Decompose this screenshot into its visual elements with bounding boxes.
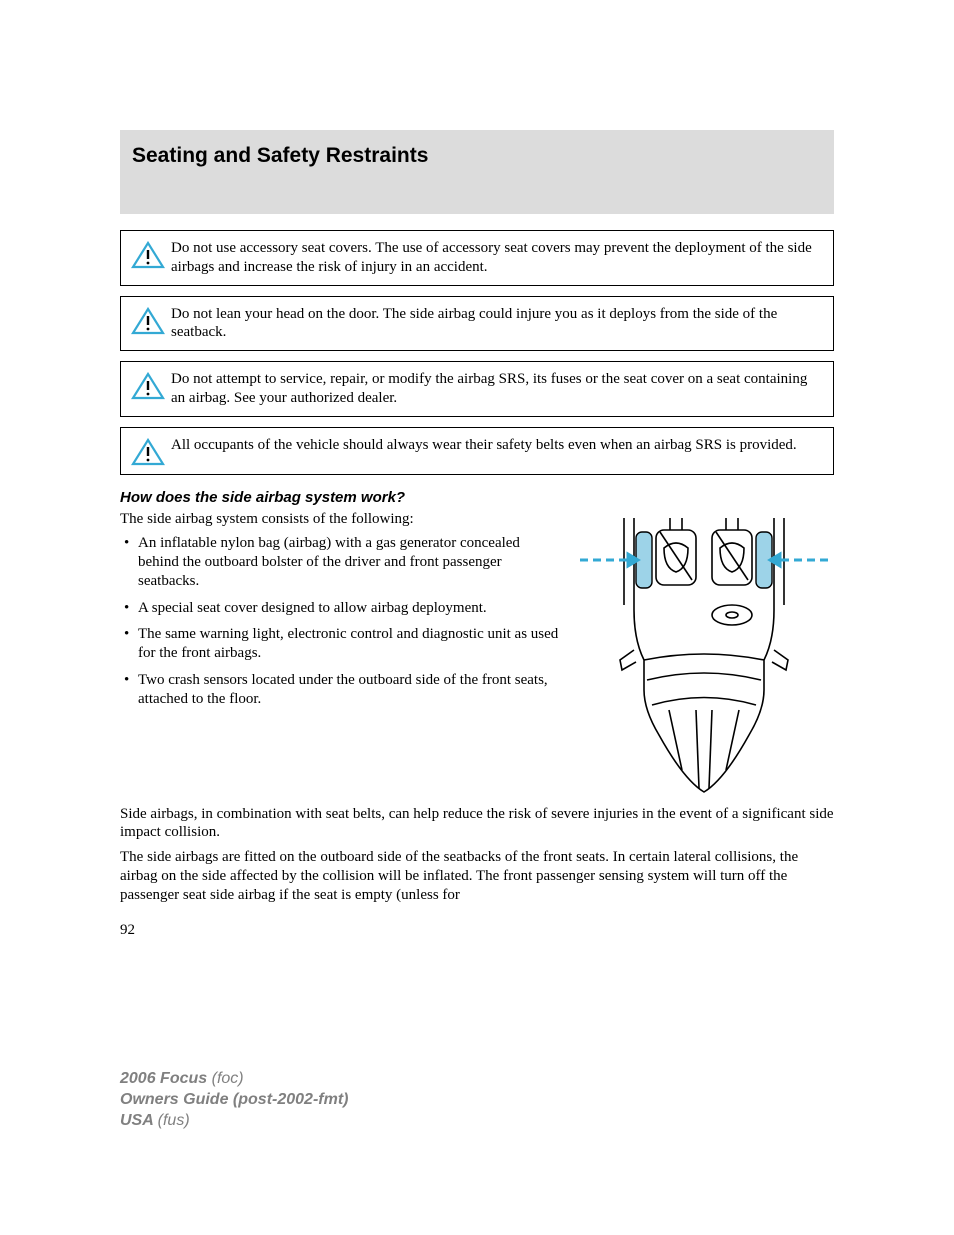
subheading: How does the side airbag system work? xyxy=(120,489,834,506)
section-title: Seating and Safety Restraints xyxy=(132,144,822,168)
list-item: Two crash sensors located under the outb… xyxy=(120,671,560,709)
list-item: An inflatable nylon bag (airbag) with a … xyxy=(120,534,560,590)
warning-text: Do not use accessory seat covers. The us… xyxy=(171,240,812,275)
warning-box: Do not use accessory seat covers. The us… xyxy=(120,230,834,286)
paragraph: Side airbags, in combination with seat b… xyxy=(120,805,834,843)
warning-triangle-icon xyxy=(131,241,165,269)
warning-text: Do not lean your head on the door. The s… xyxy=(171,306,777,341)
content-columns: The side airbag system consists of the f… xyxy=(120,510,834,805)
page-number: 92 xyxy=(120,922,834,939)
footer-line: 2006 Focus (foc) xyxy=(120,1069,834,1090)
warning-box: Do not lean your head on the door. The s… xyxy=(120,296,834,352)
warning-box: Do not attempt to service, repair, or mo… xyxy=(120,361,834,417)
page: Seating and Safety Restraints Do not use… xyxy=(0,0,954,1192)
bullet-list: An inflatable nylon bag (airbag) with a … xyxy=(120,534,560,708)
footer-model: 2006 Focus xyxy=(120,1070,212,1087)
header-band: Seating and Safety Restraints xyxy=(120,130,834,214)
list-item: A special seat cover designed to allow a… xyxy=(120,599,560,618)
intro-text: The side airbag system consists of the f… xyxy=(120,510,560,529)
footer: 2006 Focus (foc) Owners Guide (post-2002… xyxy=(120,1069,834,1131)
footer-line: USA (fus) xyxy=(120,1111,834,1132)
warning-text: All occupants of the vehicle should alwa… xyxy=(171,437,797,453)
list-item: The same warning light, electronic contr… xyxy=(120,625,560,663)
footer-line: Owners Guide (post-2002-fmt) xyxy=(120,1090,834,1111)
footer-code: (fus) xyxy=(158,1112,190,1129)
diagram-column xyxy=(574,510,834,805)
warning-triangle-icon xyxy=(131,307,165,335)
text-column: The side airbag system consists of the f… xyxy=(120,510,560,717)
side-airbag-diagram xyxy=(574,510,834,800)
footer-code: (foc) xyxy=(212,1070,244,1087)
warning-triangle-icon xyxy=(131,438,165,466)
paragraph: The side airbags are fitted on the outbo… xyxy=(120,848,834,904)
footer-region: USA xyxy=(120,1112,158,1129)
warning-text: Do not attempt to service, repair, or mo… xyxy=(171,371,807,406)
warning-box: All occupants of the vehicle should alwa… xyxy=(120,427,834,475)
warning-triangle-icon xyxy=(131,372,165,400)
